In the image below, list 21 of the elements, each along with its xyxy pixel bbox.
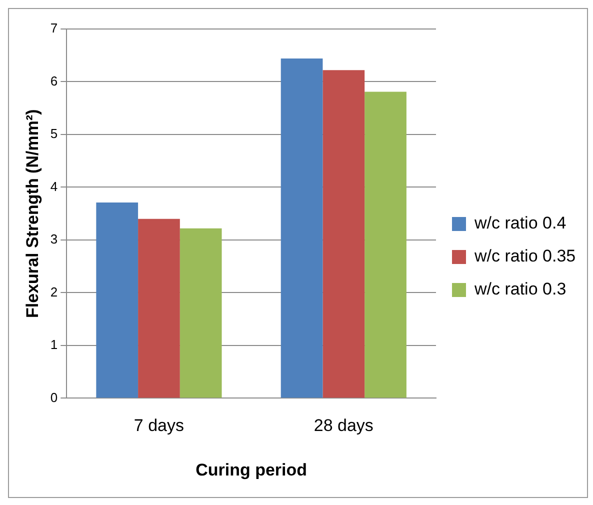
- y-tick-label: 4: [50, 178, 58, 194]
- x-axis-title: Curing period: [196, 460, 308, 480]
- bar: [280, 58, 323, 398]
- bar: [138, 218, 180, 398]
- y-tick-label: 3: [50, 232, 58, 247]
- x-tick-label: 28 days: [314, 416, 374, 436]
- legend-label: w/c ratio 0.3: [474, 280, 566, 299]
- y-tick-label: 6: [50, 73, 58, 88]
- bar: [180, 228, 222, 398]
- legend-label: w/c ratio 0.4: [474, 214, 566, 233]
- y-tick-label: 7: [50, 20, 58, 36]
- bar: [96, 202, 138, 398]
- y-tick-label: 5: [50, 126, 58, 142]
- y-axis-title: Flexural Strength (N/mm²): [22, 109, 42, 318]
- y-tick-label: 0: [50, 390, 58, 405]
- bar: [322, 70, 365, 398]
- x-tick-label: 7 days: [134, 416, 184, 436]
- y-tick-label: 1: [50, 337, 58, 352]
- y-tick-label: 2: [50, 284, 58, 300]
- bar: [364, 92, 406, 398]
- legend-label: w/c ratio 0.35: [474, 246, 576, 266]
